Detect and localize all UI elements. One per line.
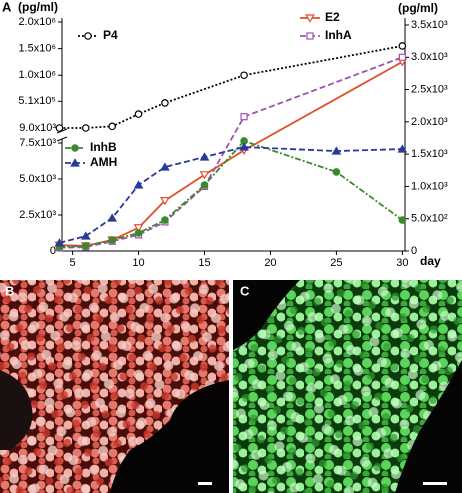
marker bbox=[306, 32, 314, 40]
y2-tick-label: 3.5x10³ bbox=[411, 19, 448, 31]
y2-tick-label: 0 bbox=[411, 245, 417, 257]
axis-break bbox=[56, 136, 68, 142]
marker bbox=[199, 171, 210, 180]
panel-label: B bbox=[5, 283, 14, 298]
marker bbox=[305, 14, 315, 23]
micrograph-c bbox=[233, 280, 462, 493]
marker bbox=[108, 122, 116, 131]
micrograph-b bbox=[0, 280, 229, 493]
x-tick-label: 20 bbox=[264, 257, 276, 269]
marker bbox=[54, 238, 65, 247]
legend-label: E2 bbox=[325, 10, 340, 24]
y2-axis-label: (pg/ml) bbox=[398, 1, 438, 15]
marker bbox=[133, 180, 144, 189]
marker bbox=[398, 53, 406, 61]
marker bbox=[107, 213, 118, 222]
marker bbox=[160, 162, 170, 171]
marker bbox=[398, 216, 407, 224]
marker bbox=[240, 71, 248, 80]
marker bbox=[200, 181, 209, 189]
series-line bbox=[59, 56, 403, 249]
x-tick-label: 5 bbox=[70, 257, 76, 269]
panel-label: C bbox=[240, 283, 250, 298]
series-line bbox=[59, 61, 403, 247]
series-line bbox=[59, 45, 403, 129]
x-axis-label: day bbox=[420, 254, 441, 268]
axis-break bbox=[56, 128, 68, 134]
x-tick-label: 10 bbox=[132, 257, 144, 269]
marker bbox=[397, 144, 408, 153]
marker bbox=[70, 158, 80, 167]
y-tick-label: 7.5x10³ bbox=[19, 137, 56, 149]
marker bbox=[81, 124, 90, 132]
panel-label: A bbox=[2, 0, 12, 14]
marker bbox=[199, 152, 210, 161]
y-tick-label: 5.1x10⁵ bbox=[18, 95, 56, 107]
marker bbox=[240, 113, 248, 121]
marker bbox=[81, 242, 90, 250]
marker bbox=[133, 224, 144, 233]
marker bbox=[398, 42, 407, 50]
legend-label: InhA bbox=[325, 28, 352, 42]
y2-tick-label: 1.5x10³ bbox=[411, 148, 448, 160]
y2-tick-label: 2.0x10³ bbox=[411, 116, 448, 128]
marker bbox=[84, 32, 92, 40]
y-tick-label: 1.0x10⁶ bbox=[18, 69, 56, 81]
y-tick-label: 5.0x10³ bbox=[19, 173, 56, 185]
marker bbox=[239, 142, 249, 151]
marker bbox=[161, 216, 169, 224]
marker bbox=[108, 236, 116, 244]
marker bbox=[71, 144, 79, 152]
y-tick-label: 9.0x10³ bbox=[19, 122, 56, 134]
y-tick-label: 2.5x10³ bbox=[19, 209, 56, 221]
y2-tick-label: 1.0x10³ bbox=[411, 180, 448, 192]
y-tick-label: 0 bbox=[50, 245, 56, 257]
y-axis-label: (pg/ml) bbox=[18, 0, 58, 14]
series-line bbox=[59, 146, 403, 244]
marker bbox=[161, 99, 169, 107]
y2-tick-label: 2.5x10³ bbox=[411, 83, 448, 95]
y-tick-label: 2.0x10⁶ bbox=[18, 16, 56, 28]
marker bbox=[332, 168, 341, 176]
marker bbox=[80, 231, 91, 240]
y2-tick-label: 3.0x10³ bbox=[411, 51, 448, 63]
y-tick-label: 1.5x10⁶ bbox=[18, 43, 56, 55]
legend-label: P4 bbox=[103, 28, 118, 42]
marker bbox=[134, 110, 143, 118]
marker bbox=[55, 124, 64, 132]
y2-tick-label: 5.0x10² bbox=[411, 213, 448, 225]
x-tick-label: 25 bbox=[330, 257, 342, 269]
legend-label: AMH bbox=[90, 155, 117, 169]
marker bbox=[331, 146, 342, 155]
marker bbox=[134, 229, 143, 237]
x-tick-label: 15 bbox=[198, 257, 210, 269]
marker bbox=[160, 197, 170, 206]
legend-label: InhB bbox=[90, 140, 117, 154]
x-tick-label: 30 bbox=[396, 257, 408, 269]
